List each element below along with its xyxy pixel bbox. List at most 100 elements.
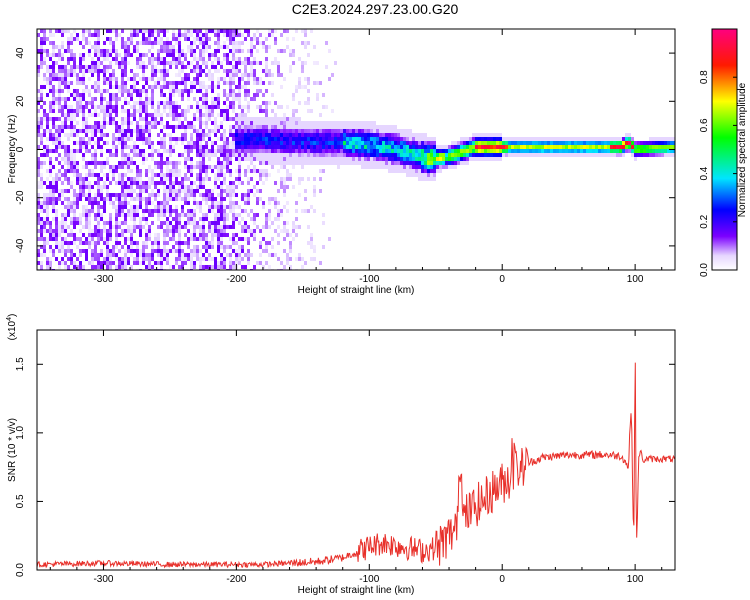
spectrogram-cell bbox=[259, 141, 262, 145]
spectrogram-cell bbox=[313, 133, 316, 137]
spectrogram-cell bbox=[178, 253, 181, 257]
spectrogram-cell bbox=[328, 49, 331, 53]
spectrogram-cell bbox=[220, 145, 223, 149]
spectrogram-cell bbox=[265, 241, 268, 245]
spectrogram-cell bbox=[130, 181, 133, 185]
spectrogram-cell bbox=[64, 113, 67, 117]
spectrogram-cell bbox=[451, 145, 454, 149]
spectrogram-cell bbox=[625, 133, 628, 137]
spectrogram-cell bbox=[109, 193, 112, 197]
spectrogram-cell bbox=[91, 169, 94, 173]
spectrogram-cell bbox=[94, 61, 97, 65]
spectrogram-cell bbox=[271, 61, 274, 65]
spectrogram-cell bbox=[61, 241, 64, 245]
spectrogram-cell bbox=[247, 89, 250, 93]
spectrogram-cell bbox=[88, 185, 91, 189]
spectrogram-cell bbox=[199, 29, 202, 33]
spectrogram-cell bbox=[205, 213, 208, 217]
spectrogram-cell bbox=[43, 229, 46, 233]
spectrogram-cell bbox=[424, 133, 427, 137]
spectrogram-cell bbox=[241, 229, 244, 233]
spectrogram-cell bbox=[292, 225, 295, 229]
spectrogram-cell bbox=[127, 77, 130, 81]
spectrogram-cell bbox=[40, 233, 43, 237]
spectrogram-cell bbox=[283, 177, 286, 181]
spectrogram-cell bbox=[220, 189, 223, 193]
spectrogram-cell bbox=[670, 137, 673, 141]
spectrogram-cell bbox=[40, 133, 43, 137]
spectrogram-cell bbox=[118, 225, 121, 229]
spectrogram-cell bbox=[82, 109, 85, 113]
spectrogram-cell bbox=[148, 213, 151, 217]
spectrogram-cell bbox=[535, 141, 538, 145]
spectrogram-cell bbox=[37, 181, 40, 185]
spectrogram-cell bbox=[289, 141, 292, 145]
spectrogram-cell bbox=[415, 169, 418, 173]
spectrogram-cell bbox=[61, 81, 64, 85]
spectrogram-cell bbox=[223, 41, 226, 45]
spectrogram-cell bbox=[127, 121, 130, 125]
spectrogram-cell bbox=[112, 173, 115, 177]
spectrogram-cell bbox=[121, 29, 124, 33]
spectrogram-cell bbox=[265, 145, 268, 149]
spectrogram-cell bbox=[205, 93, 208, 97]
spectrogram-cell bbox=[253, 69, 256, 73]
spectrogram-cell bbox=[361, 141, 364, 145]
spectrogram-cell bbox=[484, 141, 487, 145]
spectrogram-cell bbox=[472, 145, 475, 149]
spectrogram-cell bbox=[208, 149, 211, 153]
spectrogram-cell bbox=[163, 137, 166, 141]
spectrogram-cell bbox=[136, 129, 139, 133]
spectrogram-cell bbox=[253, 153, 256, 157]
spectrogram-cell bbox=[139, 193, 142, 197]
spectrogram-cell bbox=[265, 221, 268, 225]
spectrogram-cell bbox=[298, 149, 301, 153]
spectrogram-cell bbox=[160, 141, 163, 145]
spectrogram-cell bbox=[259, 77, 262, 81]
spectrogram-cell bbox=[100, 177, 103, 181]
spectrogram-cell bbox=[88, 69, 91, 73]
spectrogram-cell bbox=[100, 229, 103, 233]
spectrogram-cell bbox=[223, 33, 226, 37]
spectrogram-cell bbox=[70, 117, 73, 121]
spectrogram-cell bbox=[208, 29, 211, 33]
spectrogram-cell bbox=[49, 157, 52, 161]
spectrogram-cell bbox=[262, 141, 265, 145]
spectrogram-cell bbox=[121, 161, 124, 165]
spectrogram-cell bbox=[124, 65, 127, 69]
spectrogram-cell bbox=[451, 165, 454, 169]
spectrogram-cell bbox=[115, 93, 118, 97]
snr-x-tick-label: 100 bbox=[627, 574, 644, 585]
spectrogram-cell bbox=[157, 81, 160, 85]
spectrogram-cell bbox=[70, 33, 73, 37]
spectrogram-cell bbox=[205, 101, 208, 105]
spectrogram-cell bbox=[271, 33, 274, 37]
spectrogram-cell bbox=[181, 185, 184, 189]
spectrogram-cell bbox=[265, 141, 268, 145]
spectrogram-cell bbox=[190, 85, 193, 89]
spectrogram-cell bbox=[220, 197, 223, 201]
spectrogram-cell bbox=[262, 93, 265, 97]
spectrogram-cell bbox=[217, 185, 220, 189]
spectrogram-cell bbox=[244, 169, 247, 173]
spectrogram-cell bbox=[73, 149, 76, 153]
spectrogram-cell bbox=[142, 29, 145, 33]
spectrogram-cell bbox=[241, 153, 244, 157]
spectrogram-cell bbox=[73, 253, 76, 257]
spectrogram-cell bbox=[559, 137, 562, 141]
spectrogram-cell bbox=[202, 49, 205, 53]
spectrogram-cell bbox=[58, 233, 61, 237]
spectrogram-cell bbox=[397, 137, 400, 141]
spectrogram-cell bbox=[340, 141, 343, 145]
spectrogram-cell bbox=[418, 141, 421, 145]
spectrogram-cell bbox=[568, 145, 571, 149]
spectrogram-cell bbox=[364, 137, 367, 141]
spectrogram-cell bbox=[256, 225, 259, 229]
spectrogram-cell bbox=[421, 165, 424, 169]
spectrogram-cell bbox=[256, 197, 259, 201]
spectrogram-cell bbox=[58, 189, 61, 193]
spectrogram-cell bbox=[91, 113, 94, 117]
spectrogram-cell bbox=[73, 205, 76, 209]
spectrogram-cell bbox=[292, 117, 295, 121]
spectrogram-cell bbox=[427, 153, 430, 157]
